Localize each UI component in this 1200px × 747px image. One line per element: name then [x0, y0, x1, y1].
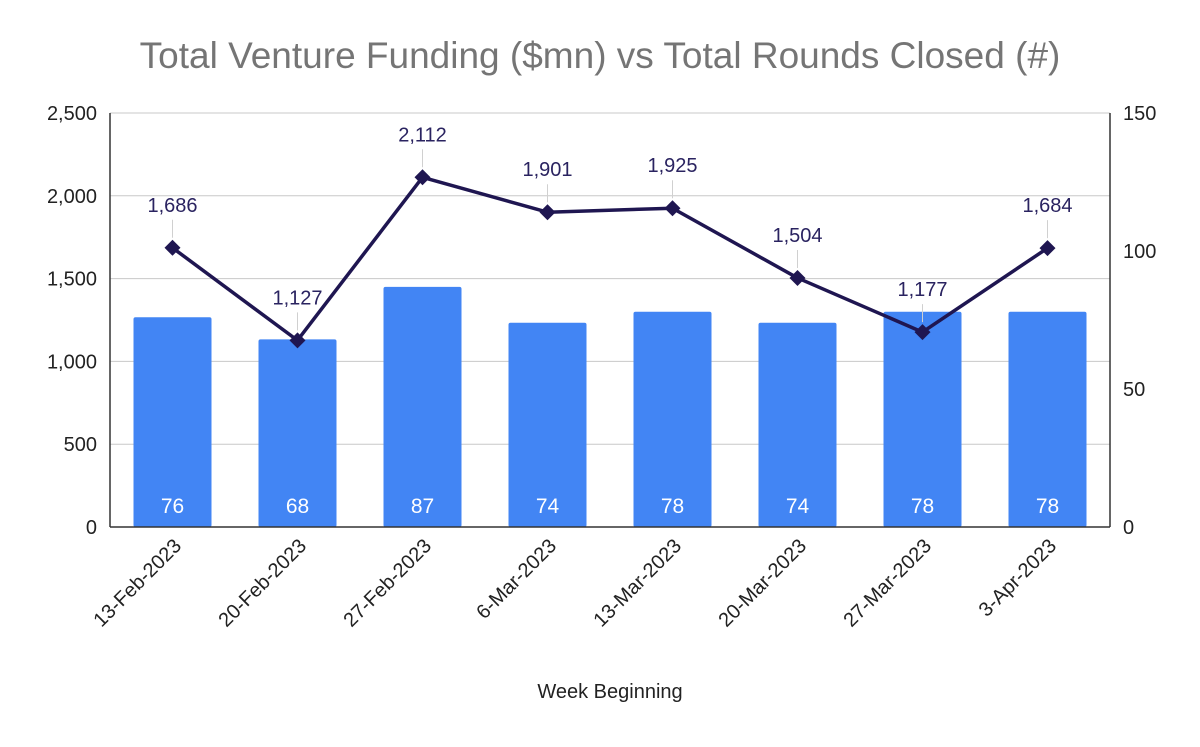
y-right-tick-label: 100: [1123, 241, 1156, 263]
bar: [383, 286, 462, 527]
x-tick-label: 27-Mar-2023: [840, 535, 937, 632]
bar-data-label: 68: [286, 495, 309, 518]
bar-data-label: 74: [536, 495, 560, 518]
line-data-label: 1,684: [1022, 195, 1072, 217]
bar: [508, 322, 587, 527]
line-data-label: 1,925: [647, 155, 697, 177]
x-tick-label: 20-Feb-2023: [214, 535, 311, 632]
x-tick-label: 20-Mar-2023: [715, 535, 812, 632]
y-left-tick-label: 2,500: [47, 103, 97, 125]
y-right-tick-label: 50: [1123, 379, 1145, 401]
line-data-label: 1,177: [897, 279, 947, 301]
line-data-label: 1,901: [522, 159, 572, 181]
line-marker: [539, 204, 556, 221]
bar-data-label: 74: [786, 495, 810, 518]
bar-data-label: 87: [411, 495, 434, 518]
y-left-tick-label: 2,000: [47, 186, 97, 208]
line-marker: [664, 200, 681, 217]
bar-data-label: 76: [161, 495, 184, 518]
y-left-tick-label: 1,500: [47, 269, 97, 291]
x-tick-label: 6-Mar-2023: [472, 535, 561, 624]
y-left-tick-label: 0: [86, 517, 97, 539]
y-left-tick-label: 1,000: [47, 351, 97, 373]
line-data-label: 1,686: [147, 195, 197, 217]
bar-data-label: 78: [1036, 495, 1059, 518]
bar: [1008, 311, 1087, 527]
line-series: [164, 169, 1056, 349]
x-tick-label: 27-Feb-2023: [339, 535, 436, 632]
line-data-label: 1,127: [272, 287, 322, 309]
data-labels: 76 68 87 74 78 74 78 78 1,686 1,127 2,112 1,901 1,92…: [147, 124, 1072, 518]
series-line: [171, 175, 1049, 343]
bar: [758, 322, 837, 527]
y-left-tick-label: 500: [64, 434, 97, 456]
line-marker: [789, 269, 806, 286]
tick-labels: 0 500 1,000 1,500 2,000 2,500 0 50 100 150 13-Feb-…: [47, 103, 1156, 632]
x-tick-label: 13-Mar-2023: [590, 535, 687, 632]
bar-series: [133, 286, 1087, 527]
bar: [883, 311, 962, 527]
bar-data-label: 78: [911, 495, 934, 518]
bar: [633, 311, 712, 527]
line-marker: [914, 324, 931, 341]
line-marker: [289, 332, 306, 349]
bar: [258, 339, 337, 527]
x-tick-label: 3-Apr-2023: [975, 535, 1061, 621]
y-right-tick-label: 150: [1123, 103, 1156, 125]
x-axis-title: Week Beginning: [537, 681, 682, 703]
bar-data-label: 78: [661, 495, 684, 518]
bar: [133, 317, 212, 527]
line-marker: [414, 169, 431, 186]
x-tick-label: 13-Feb-2023: [89, 535, 186, 632]
axes: [109, 113, 1111, 528]
line-data-label: 1,504: [772, 225, 822, 247]
y-right-tick-label: 0: [1123, 517, 1134, 539]
line-data-label: 2,112: [398, 124, 447, 146]
line-marker: [1039, 240, 1056, 257]
chart-title: Total Venture Funding ($mn) vs Total Rou…: [140, 35, 1061, 76]
line-marker: [164, 239, 181, 256]
